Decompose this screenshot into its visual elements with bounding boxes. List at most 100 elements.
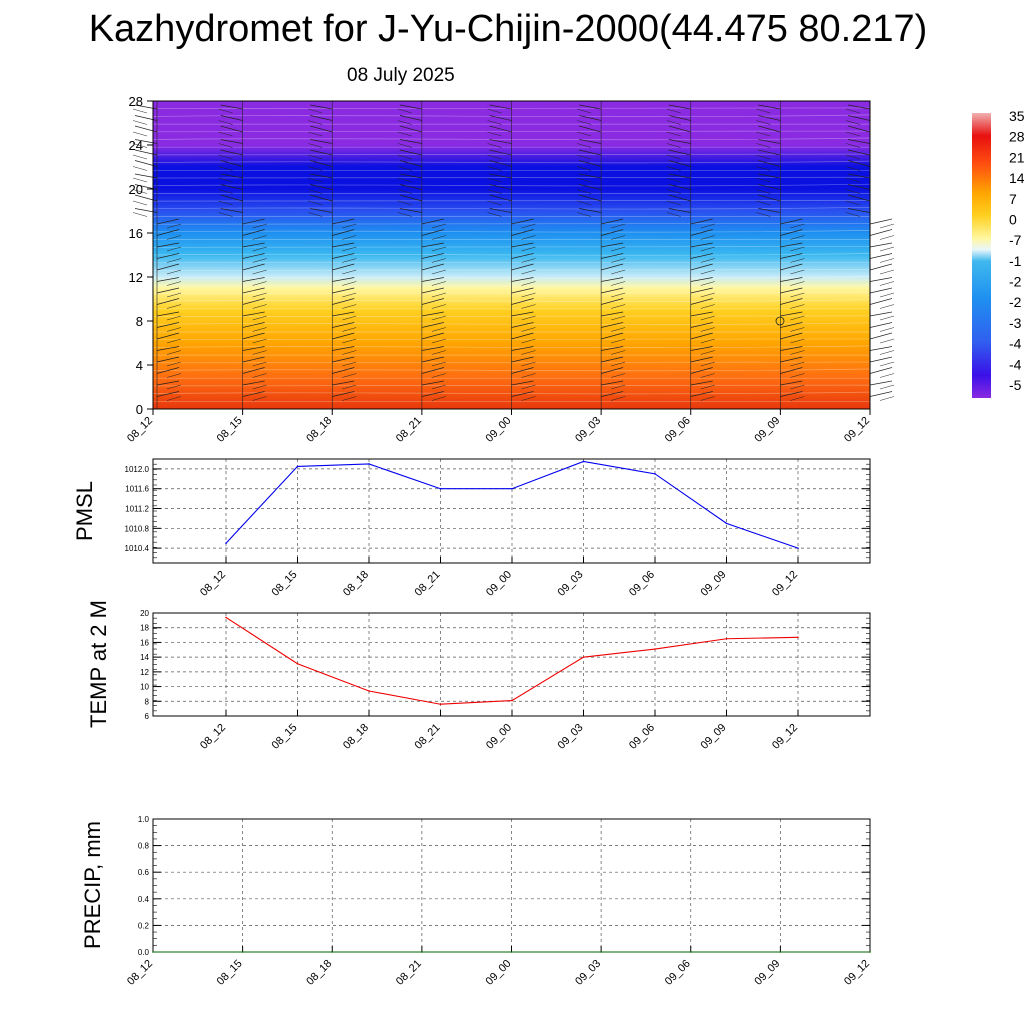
- wind-barb-feather: [521, 327, 536, 332]
- heatmap-x-tick-label: 08_12: [125, 415, 155, 445]
- wind-barb: [690, 253, 713, 259]
- wind-barb-feather: [879, 292, 895, 298]
- wind-barb: [780, 298, 803, 305]
- wind-barb: [690, 242, 713, 248]
- wind-barb: [579, 104, 602, 110]
- wind-barb-feather: [252, 269, 267, 275]
- data-point: [439, 487, 442, 490]
- wind-barb: [780, 218, 803, 225]
- data-point: [368, 690, 370, 692]
- wind-barb-feather: [521, 269, 536, 275]
- wind-barb-feather: [700, 361, 715, 367]
- wind-barb-feather: [487, 200, 502, 206]
- colorbar: [972, 113, 991, 398]
- wind-barb: [332, 332, 355, 340]
- wind-barb: [847, 115, 871, 121]
- wind-barb: [242, 218, 265, 225]
- wind-barb: [579, 125, 602, 133]
- wind-barb: [601, 298, 624, 305]
- wind-barb: [780, 332, 803, 340]
- wind-barb: [399, 149, 422, 156]
- wind-barb: [220, 160, 243, 167]
- wind-barb-feather: [308, 200, 323, 206]
- colorbar-label: 21: [1009, 149, 1024, 165]
- wind-barb-feather: [252, 304, 267, 309]
- wind-barb: [511, 346, 534, 351]
- wind-barb: [780, 356, 803, 363]
- wind-barb: [847, 194, 871, 202]
- wind-barb: [579, 208, 602, 213]
- wind-barb: [421, 263, 444, 271]
- wind-barb-feather: [611, 350, 626, 355]
- wind-barb: [332, 218, 355, 225]
- x-tick-label: 09_00: [484, 722, 514, 752]
- wind-barb: [156, 229, 180, 236]
- wind-barb: [780, 277, 803, 282]
- x-tick-label: 08_15: [215, 958, 245, 988]
- wind-barb-feather: [252, 281, 267, 286]
- wind-barb-feather: [308, 143, 323, 148]
- wind-barb: [399, 125, 422, 133]
- wind-barb: [242, 298, 265, 305]
- wind-barb-feather: [166, 235, 182, 240]
- wind-barb-feather: [252, 373, 267, 378]
- wind-barb-feather: [431, 361, 446, 367]
- wind-barb-feather: [666, 212, 681, 217]
- plot-frame: [152, 612, 871, 717]
- wind-barb-feather: [577, 200, 592, 206]
- wind-barb-feather: [342, 258, 357, 263]
- wind-barb: [220, 208, 243, 213]
- wind-barb: [690, 277, 713, 282]
- wind-barb-feather: [700, 338, 715, 344]
- wind-barb-feather: [342, 246, 357, 252]
- wind-barb: [242, 311, 265, 317]
- wind-barb-feather: [132, 177, 148, 183]
- x-tick-label: 09_03: [573, 958, 603, 988]
- wind-barb-feather: [577, 131, 592, 137]
- wind-barb-feather: [611, 327, 626, 332]
- colorbar-label: 7: [1009, 191, 1017, 207]
- wind-barb-feather: [521, 246, 536, 252]
- wind-barb: [511, 287, 534, 294]
- wind-barb: [847, 104, 871, 110]
- wind-barb-feather: [431, 396, 446, 401]
- wind-barb: [690, 367, 713, 374]
- wind-barb-feather: [218, 108, 233, 114]
- wind-barb-feather: [790, 350, 805, 355]
- y-tick-label: 10: [140, 683, 149, 692]
- wind-barb-feather: [218, 154, 233, 160]
- x-tick-label: 08_15: [270, 569, 300, 599]
- x-tick-label: 08_21: [394, 958, 424, 988]
- wind-barb-feather: [666, 143, 681, 148]
- wind-barb: [332, 298, 355, 305]
- wind-barb: [668, 184, 691, 190]
- wind-barb: [601, 356, 624, 363]
- wind-barb-feather: [700, 281, 715, 286]
- wind-barb: [489, 125, 512, 133]
- wind-barb-feather: [218, 189, 233, 194]
- wind-barb: [847, 184, 871, 190]
- data-point: [797, 636, 799, 639]
- wind-barb: [156, 253, 180, 259]
- data-point: [582, 656, 585, 658]
- wind-barb-feather: [790, 246, 805, 252]
- wind-barb: [780, 229, 803, 236]
- wind-barb-feather: [252, 258, 267, 263]
- y-tick-label: 20: [140, 609, 149, 618]
- wind-barb-feather: [342, 384, 357, 390]
- wind-barb-feather: [756, 200, 771, 206]
- wind-barb: [310, 173, 333, 179]
- wind-barb-feather: [700, 315, 715, 321]
- wind-barb-feather: [308, 189, 323, 194]
- wind-barb-feather: [666, 177, 681, 183]
- wind-barb: [511, 391, 534, 397]
- wind-barb-feather: [879, 384, 895, 390]
- y-tick-label: 0.0: [138, 948, 150, 957]
- wind-barb-feather: [521, 315, 536, 321]
- contour-line: [152, 160, 871, 164]
- wind-barb-feather: [166, 373, 182, 378]
- wind-barb: [758, 149, 781, 156]
- wind-barb: [511, 242, 534, 248]
- wind-barb: [758, 125, 781, 133]
